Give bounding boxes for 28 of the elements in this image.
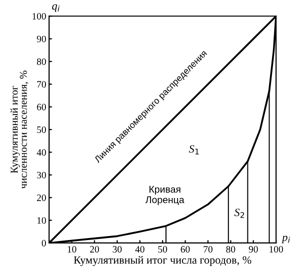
y-tick-label: 10 bbox=[37, 217, 46, 224]
annotation: S$_{1}$ bbox=[188, 145, 199, 154]
y-tick-label: 20 bbox=[37, 194, 46, 202]
annotation: S$_{2}$ bbox=[234, 208, 244, 218]
y-tick-label: 100 bbox=[32, 13, 46, 20]
x-tick-label: 90 bbox=[248, 246, 258, 253]
x-tick-label: 80 bbox=[226, 246, 236, 253]
annotation: Кривая Лоренца bbox=[145, 186, 184, 206]
y-tick-label: 60 bbox=[37, 104, 46, 110]
y-axis-title: Кумулятивный итог численности населения, % bbox=[10, 70, 28, 189]
text: q$_{i}$ bbox=[52, 4, 60, 12]
text: p$_{i}$ bbox=[282, 236, 290, 244]
x-tick-label: 30 bbox=[112, 246, 122, 253]
x-tick-label: 60 bbox=[180, 246, 190, 253]
x-tick-label: 20 bbox=[90, 246, 99, 253]
y-tick-label: 30 bbox=[37, 172, 46, 178]
x-axis-title: Кумулятивный итог числа городов, % bbox=[74, 256, 252, 266]
x-tick-label: 10 bbox=[68, 246, 76, 253]
y-tick-label: 0 bbox=[42, 240, 46, 246]
y-tick-label: 40 bbox=[36, 149, 46, 156]
y-tick-label: 70 bbox=[37, 81, 46, 88]
y-tick-label: 90 bbox=[36, 36, 46, 42]
x-tick-label: 50 bbox=[158, 246, 168, 253]
x-tick-label: 100 bbox=[270, 246, 283, 253]
y-tick-label: 80 bbox=[36, 58, 46, 65]
y-tick-label: 50 bbox=[37, 126, 46, 134]
x-tick-label: 40 bbox=[135, 246, 144, 253]
x-tick-label: 70 bbox=[204, 246, 212, 253]
